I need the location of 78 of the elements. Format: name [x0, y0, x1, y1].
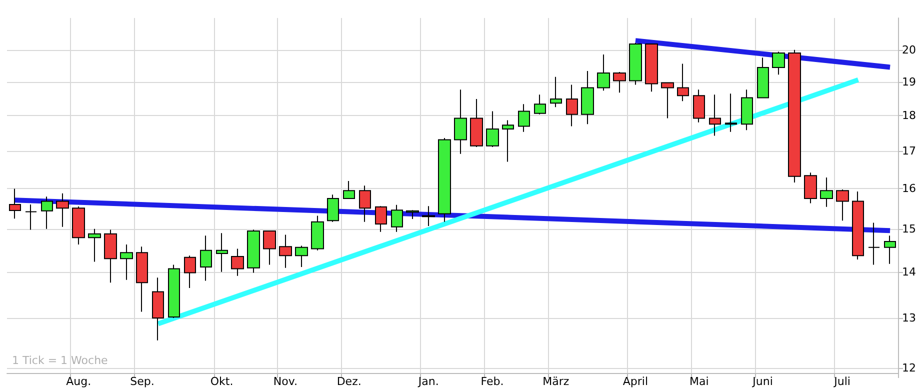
candlestick [327, 194, 339, 222]
x-tick-label: Jan. [417, 375, 439, 388]
candlestick [311, 215, 324, 251]
candlestick [725, 93, 737, 132]
candlestick [41, 196, 53, 230]
candlestick [741, 89, 753, 131]
y-tick-label: 20 [902, 43, 916, 56]
x-tick-label: Okt. [210, 375, 234, 388]
candlestick [757, 57, 769, 98]
x-tick-label: Dez. [336, 375, 362, 388]
x-tick-label: Mai [689, 375, 709, 388]
candlestick [216, 232, 228, 272]
candlestick [88, 228, 101, 262]
candlestick [709, 94, 721, 136]
candlestick [566, 84, 578, 127]
x-tick-label: Sep. [130, 375, 154, 388]
candlestick [852, 190, 864, 260]
candlestick [25, 204, 37, 230]
candlestick [279, 234, 292, 268]
y-tick-label: 14 [902, 265, 916, 278]
annotation: 1 Tick = 1 Woche [12, 354, 108, 367]
candlestick [550, 76, 562, 108]
candlestick [868, 222, 880, 266]
x-tick-label: April [622, 375, 648, 388]
y-tick-label: 18 [902, 108, 916, 122]
candlestick [518, 104, 530, 132]
candlestick [502, 120, 514, 162]
candlestick [343, 180, 355, 200]
x-tick-label: Juli [833, 375, 850, 388]
y-tick-label: 12 [902, 361, 916, 374]
candlestick [677, 63, 689, 102]
candlestick [454, 89, 467, 154]
candlestick [56, 192, 69, 228]
candlestick [391, 204, 403, 232]
candlestick [406, 210, 419, 220]
candlestick [184, 255, 196, 289]
y-tick-label: 13 [902, 311, 916, 324]
x-tick-label: März [542, 375, 570, 388]
candlestick [231, 248, 244, 276]
candlestick [9, 188, 21, 220]
candlestick [263, 230, 276, 266]
candlestick [295, 245, 308, 268]
candlestick [359, 185, 371, 222]
y-tick-label: 19 [902, 75, 916, 88]
x-tick-label: Nov. [273, 375, 298, 388]
candlestick [72, 206, 85, 245]
y-tick-label: 15 [902, 222, 916, 236]
candlestick [661, 82, 674, 119]
y-tick-label: 17 [902, 144, 916, 158]
candlestick [104, 229, 117, 284]
y-tick-label: 16 [902, 182, 916, 196]
candlestick [597, 54, 610, 92]
candlestick [534, 94, 546, 115]
candlestick [486, 110, 499, 148]
candlestick [645, 43, 658, 92]
candlestick [422, 206, 435, 227]
x-tick-label: Feb. [480, 375, 504, 388]
candlestick [613, 72, 626, 94]
candlestick [375, 206, 387, 232]
candlestick [168, 264, 180, 318]
candlestick [884, 235, 896, 264]
candlestick [788, 49, 801, 184]
candlestick [693, 89, 705, 123]
candlestick [200, 235, 212, 282]
candlestick [581, 70, 594, 125]
x-tick-label: Aug. [66, 375, 92, 388]
candlestick [470, 98, 483, 148]
candlestick [804, 172, 817, 204]
candlestick [247, 229, 260, 274]
candlestick [152, 277, 164, 341]
candlestick [438, 137, 451, 222]
candlestick [820, 177, 833, 208]
candlestick [136, 246, 148, 312]
candlestick [772, 51, 785, 76]
candlestick [836, 189, 849, 222]
x-tick-label: Juni [752, 375, 773, 388]
candlestick [120, 244, 133, 280]
candlestick [629, 42, 642, 86]
